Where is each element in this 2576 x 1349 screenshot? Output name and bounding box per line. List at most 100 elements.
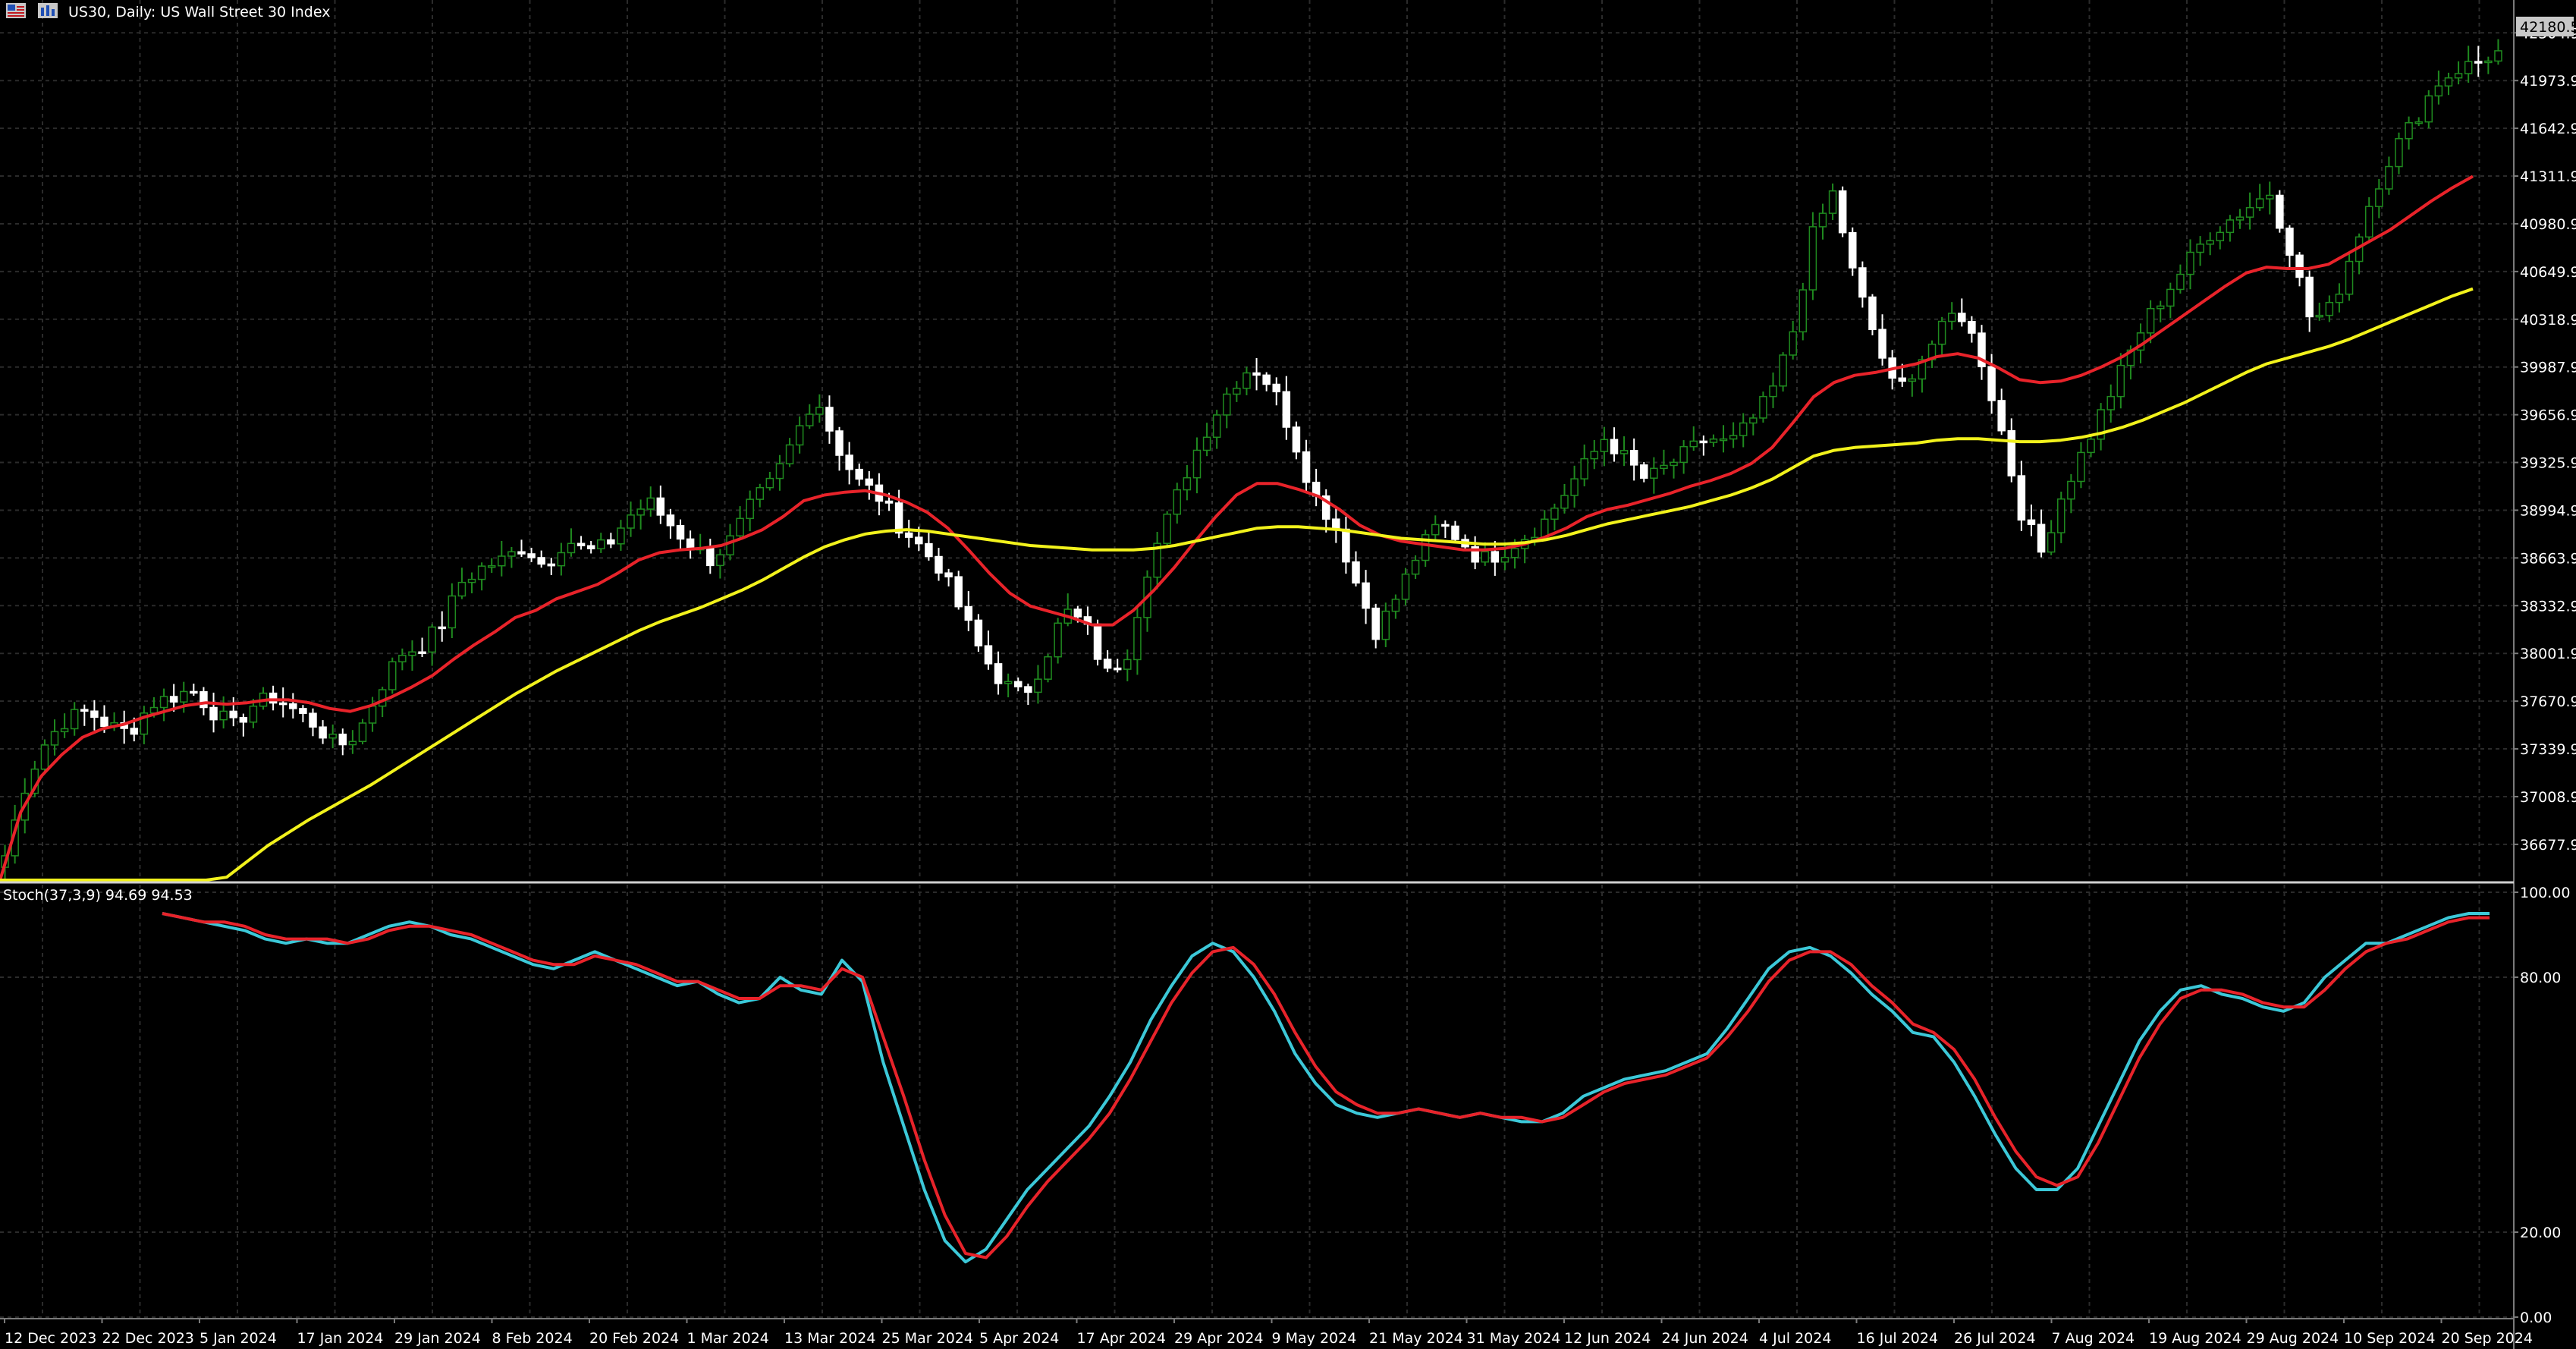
candle[interactable] [597,533,605,553]
candle[interactable] [299,705,307,722]
candle[interactable] [1262,372,1271,391]
candle[interactable] [249,699,258,728]
candle[interactable] [1997,388,2006,436]
candle[interactable] [954,571,963,610]
candle[interactable] [2464,46,2473,83]
candle[interactable] [398,648,407,671]
candle[interactable] [1550,503,1559,530]
candle[interactable] [1798,282,1808,341]
candle[interactable] [1560,484,1569,514]
candle[interactable] [358,719,367,745]
candle[interactable] [1937,316,1946,355]
candle[interactable] [1371,603,1380,649]
candle[interactable] [2156,300,2165,322]
candle[interactable] [636,499,645,530]
candle[interactable] [2196,236,2204,266]
candle[interactable] [646,486,655,517]
candle[interactable] [1302,439,1311,493]
candle[interactable] [1202,423,1211,457]
candle[interactable] [666,508,675,539]
candle[interactable] [1431,515,1440,542]
candle[interactable] [756,483,765,508]
candle[interactable] [1838,186,1847,237]
candle[interactable] [2067,473,2075,514]
candle[interactable] [676,519,685,550]
candle[interactable] [795,416,804,454]
candle[interactable] [607,533,615,549]
candle[interactable] [1471,536,1479,570]
candle[interactable] [199,687,208,715]
candle[interactable] [2285,225,2294,269]
candle[interactable] [2057,492,2066,543]
candle[interactable] [159,688,168,722]
candle[interactable] [1272,377,1280,406]
candle[interactable] [1958,298,1966,327]
candle[interactable] [2017,461,2026,532]
candle[interactable] [775,454,784,491]
candle[interactable] [1719,425,1728,453]
candle[interactable] [2106,384,2115,423]
candle[interactable] [1451,520,1459,544]
candle[interactable] [1590,439,1599,470]
candle[interactable] [746,490,754,532]
candle[interactable] [1103,650,1112,672]
candle[interactable] [1679,440,1688,474]
candle[interactable] [1034,665,1042,704]
candle[interactable] [517,539,526,557]
candle[interactable] [457,568,467,599]
candle[interactable] [477,562,486,591]
candle[interactable] [1014,677,1023,692]
candle[interactable] [1441,520,1450,539]
candle[interactable] [2345,252,2354,301]
candle[interactable] [1580,444,1588,486]
candle[interactable] [229,697,237,727]
candle[interactable] [2266,181,2274,215]
candle[interactable] [2087,434,2095,458]
candle[interactable] [269,685,278,711]
candle[interactable] [547,558,556,575]
candle[interactable] [1242,366,1251,395]
candle[interactable] [1054,618,1062,664]
candle[interactable] [1113,659,1122,673]
candle[interactable] [2235,209,2245,229]
candle[interactable] [2027,505,2036,536]
candle[interactable] [586,540,595,554]
candle[interactable] [925,533,933,561]
candle[interactable] [2454,61,2463,85]
candle[interactable] [1779,352,1787,392]
candle[interactable] [1183,464,1192,501]
candle[interactable] [1282,376,1291,440]
candle[interactable] [1808,212,1817,300]
candle[interactable] [319,720,327,744]
candle[interactable] [2047,520,2056,555]
candle[interactable] [2434,71,2443,105]
candle[interactable] [2494,39,2502,65]
candle[interactable] [2484,56,2493,74]
candle[interactable] [1858,261,1867,308]
candle[interactable] [289,693,297,719]
candle[interactable] [70,702,79,736]
candle[interactable] [1163,511,1171,549]
candle[interactable] [835,426,843,471]
candle[interactable] [1749,414,1758,436]
candle[interactable] [1908,374,1917,397]
candle[interactable] [815,394,824,423]
candle[interactable] [507,547,516,568]
candle[interactable] [1212,410,1221,449]
candle[interactable] [765,471,774,491]
candle[interactable] [1689,426,1698,451]
candle[interactable] [40,739,49,774]
candle[interactable] [984,630,993,670]
candle[interactable] [1759,391,1767,423]
candle[interactable] [1362,570,1370,624]
candle[interactable] [487,558,496,574]
candle[interactable] [1401,568,1410,605]
candle[interactable] [348,730,357,754]
candle[interactable] [1878,314,1886,366]
candle[interactable] [736,506,744,540]
candle[interactable] [498,540,506,577]
candle[interactable] [1411,555,1420,580]
candle[interactable] [1610,427,1619,462]
candle[interactable] [1629,438,1638,481]
candle[interactable] [438,611,446,642]
